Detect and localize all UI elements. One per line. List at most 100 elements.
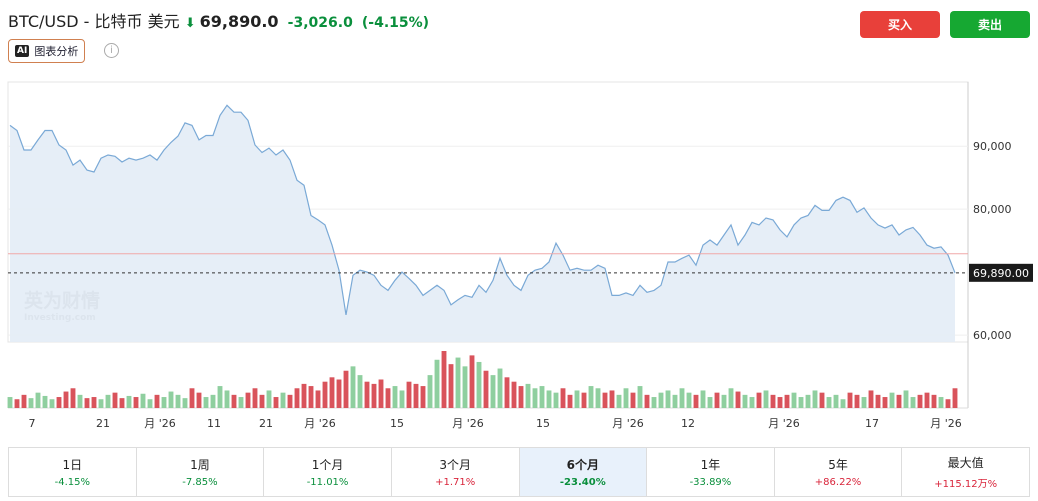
volume-bar bbox=[483, 370, 489, 408]
period-label: 6个月 bbox=[566, 458, 599, 472]
volume-bar bbox=[938, 397, 944, 408]
volume-bar bbox=[77, 394, 83, 408]
volume-bar bbox=[7, 397, 13, 408]
volume-bar bbox=[693, 394, 699, 408]
volume-bar bbox=[315, 390, 321, 408]
volume-bar bbox=[819, 392, 825, 408]
change-pct: (-4.15%) bbox=[361, 15, 430, 31]
volume-bar bbox=[560, 388, 566, 408]
area-fill bbox=[10, 105, 955, 342]
volume-bar bbox=[266, 390, 272, 408]
volume-bar bbox=[924, 392, 930, 408]
volume-bar bbox=[686, 392, 692, 408]
volume-bar bbox=[945, 399, 951, 408]
volume-bar bbox=[364, 381, 370, 408]
period-cell[interactable]: 1周 -7.85% bbox=[137, 448, 265, 496]
period-cell[interactable]: 1日 -4.15% bbox=[9, 448, 137, 496]
period-cell[interactable]: 1个月 -11.01% bbox=[264, 448, 392, 496]
period-pct: -33.89% bbox=[689, 477, 732, 488]
ai-icon: AI bbox=[15, 45, 30, 57]
period-cell[interactable]: 3个月 +1.71% bbox=[392, 448, 520, 496]
x-tick-label: 17 bbox=[865, 417, 879, 430]
volume-bar bbox=[252, 388, 258, 408]
volume-bar bbox=[504, 377, 510, 408]
volume-bar bbox=[196, 392, 202, 408]
volume-bar bbox=[875, 394, 881, 408]
x-tick-label: 月 '26 bbox=[144, 417, 176, 430]
volume-bar bbox=[420, 386, 426, 408]
period-cell[interactable]: 5年 +86.22% bbox=[775, 448, 903, 496]
volume-bar bbox=[175, 394, 181, 408]
period-cell[interactable]: 最大值 +115.12万% bbox=[902, 448, 1029, 496]
volume-bar bbox=[469, 355, 475, 408]
period-label: 3个月 bbox=[439, 458, 471, 472]
header: BTC/USD - 比特币 美元 ⬇ 69,890.0 -3,026.0 (-4.… bbox=[8, 8, 429, 32]
price-line bbox=[9, 104, 956, 316]
period-pct: +115.12万% bbox=[934, 479, 998, 490]
ai-button[interactable]: AI 图表分析 bbox=[8, 39, 86, 63]
volume-bar bbox=[910, 397, 916, 408]
volume-bar bbox=[931, 394, 937, 408]
period-cell[interactable]: 1年 -33.89% bbox=[647, 448, 775, 496]
volume-bar bbox=[98, 399, 104, 408]
volume-bar bbox=[728, 388, 734, 408]
volume-bar bbox=[203, 397, 209, 408]
volume-bar bbox=[735, 391, 741, 408]
y-tick-label: 60,000 bbox=[973, 329, 1012, 342]
info-icon[interactable]: i bbox=[104, 43, 119, 58]
volume-bar bbox=[350, 366, 356, 408]
volume-bar bbox=[644, 394, 650, 408]
x-tick-label: 月 '26 bbox=[304, 417, 336, 430]
volume-bar bbox=[119, 398, 125, 408]
volume-bar bbox=[294, 388, 300, 408]
volume-bar bbox=[777, 397, 783, 408]
volume-bar bbox=[546, 390, 552, 408]
x-tick-label: 15 bbox=[536, 417, 550, 430]
volume-bar bbox=[392, 386, 398, 408]
volume-bar bbox=[462, 366, 468, 408]
volume-bar bbox=[259, 394, 265, 408]
buy-button[interactable]: 买入 bbox=[860, 11, 940, 38]
period-label: 5年 bbox=[828, 458, 848, 472]
volume-bar bbox=[840, 399, 846, 408]
volume-bar bbox=[427, 375, 433, 408]
sell-button[interactable]: 卖出 bbox=[950, 11, 1030, 38]
period-table: 1日 -4.15% 1周 -7.85% 1个月 -11.01% 3个月 +1.71% 6个月 -2… bbox=[8, 447, 1030, 497]
chart: 60,00080,00090,000英为财情Investing.com69,89… bbox=[7, 81, 1033, 430]
volume-bar bbox=[623, 388, 629, 408]
volume-bar bbox=[336, 379, 342, 408]
period-cell[interactable]: 6个月 -23.40% bbox=[519, 448, 648, 496]
volume-bar bbox=[245, 392, 251, 408]
volume-bar bbox=[896, 394, 902, 408]
down-arrow: ⬇ bbox=[184, 16, 196, 31]
volume-bar bbox=[518, 386, 524, 408]
volume-bar bbox=[91, 397, 97, 408]
period-pct: +86.22% bbox=[814, 477, 862, 488]
period-pct: +1.71% bbox=[435, 477, 476, 488]
period-label: 1日 bbox=[62, 458, 83, 472]
volume-bar bbox=[105, 394, 111, 408]
volume-bar bbox=[742, 394, 748, 408]
volume-bar bbox=[21, 394, 27, 408]
last-price-box bbox=[969, 263, 1033, 282]
volume-bar bbox=[588, 386, 594, 408]
volume-bar bbox=[126, 395, 132, 408]
volume-bar bbox=[308, 386, 314, 408]
last-price-label: 69,890.00 bbox=[973, 267, 1029, 280]
volume-bar bbox=[882, 397, 888, 408]
volume-bar bbox=[63, 391, 69, 408]
volume-bar bbox=[301, 383, 307, 408]
volume-bar bbox=[602, 392, 608, 408]
volume-bar bbox=[490, 375, 496, 408]
change: -3,026.0 bbox=[287, 15, 353, 31]
volume-bar bbox=[154, 394, 160, 408]
x-tick-label: 7 bbox=[29, 417, 36, 430]
volume-bar bbox=[749, 397, 755, 408]
volume-bar bbox=[847, 392, 853, 408]
x-tick-label: 月 '26 bbox=[768, 417, 800, 430]
volume-bar bbox=[147, 399, 153, 408]
volume-bar bbox=[49, 399, 55, 408]
volume-bar bbox=[56, 397, 62, 408]
period-label: 1周 bbox=[190, 458, 210, 472]
period-label: 最大值 bbox=[947, 456, 984, 470]
